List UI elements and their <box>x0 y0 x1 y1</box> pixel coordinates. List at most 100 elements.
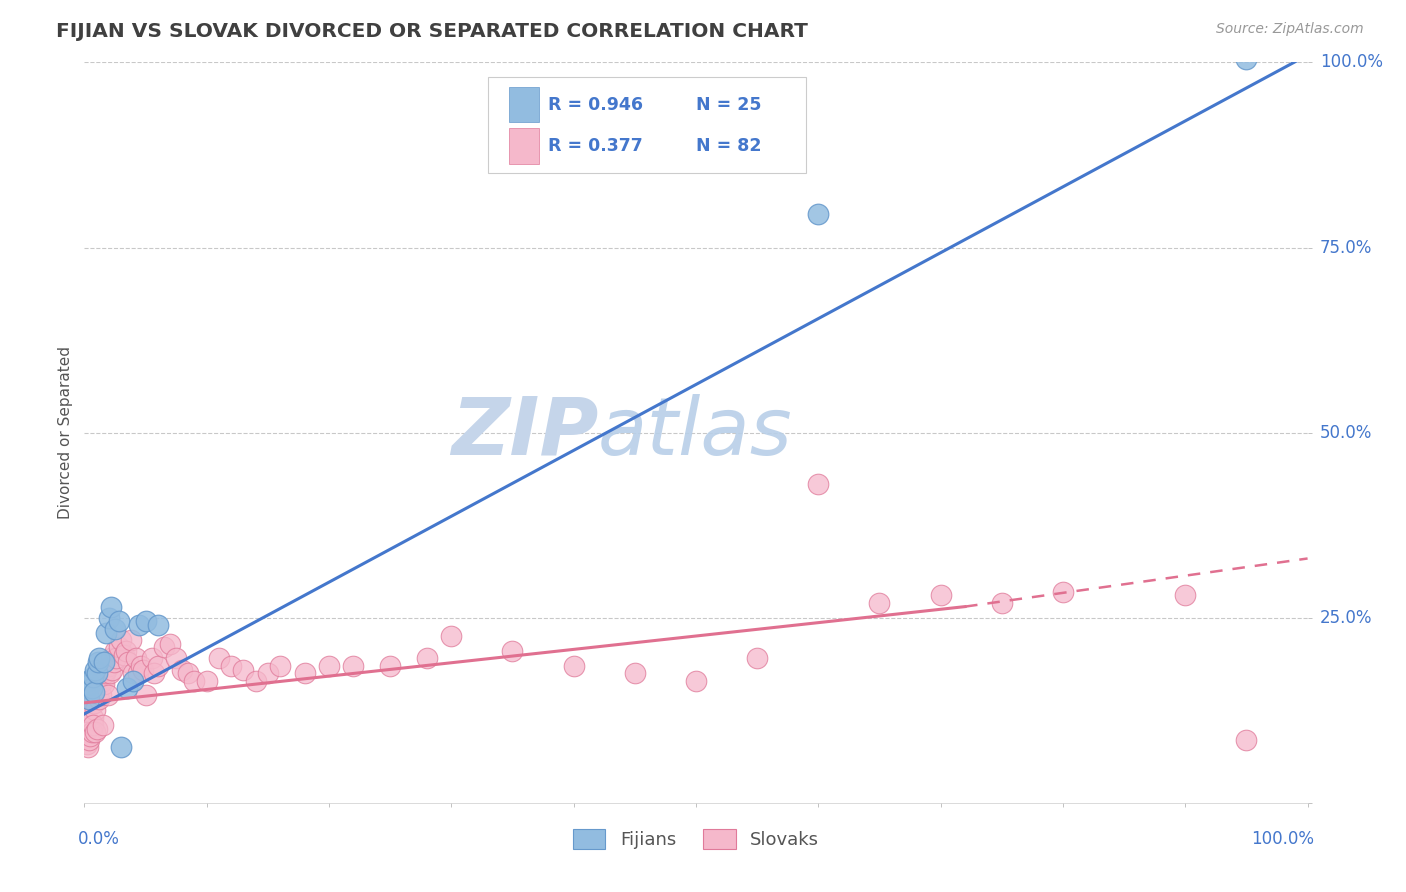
Point <box>84 703 107 717</box>
Point <box>104 644 127 658</box>
Point <box>127 666 149 681</box>
Text: ZIP: ZIP <box>451 393 598 472</box>
Point <box>146 658 169 673</box>
Point <box>84 725 107 739</box>
Point <box>77 696 100 710</box>
Point <box>177 666 200 681</box>
Text: FIJIAN VS SLOVAK DIVORCED OR SEPARATED CORRELATION CHART: FIJIAN VS SLOVAK DIVORCED OR SEPARATED C… <box>56 22 808 41</box>
Point <box>79 677 101 691</box>
Point <box>245 673 267 688</box>
Point <box>105 651 128 665</box>
Text: N = 82: N = 82 <box>696 137 762 155</box>
Point <box>93 655 115 669</box>
Point <box>146 618 169 632</box>
Point <box>86 666 108 681</box>
Text: 100.0%: 100.0% <box>1251 830 1313 847</box>
Point <box>562 658 585 673</box>
Point <box>87 692 110 706</box>
Text: 100.0%: 100.0% <box>1320 54 1384 71</box>
Point <box>101 663 124 677</box>
Point <box>120 632 142 647</box>
Point <box>807 207 830 221</box>
Point <box>1236 52 1258 66</box>
Point <box>135 615 157 629</box>
Bar <box>509 128 540 164</box>
Point <box>96 663 118 677</box>
Point <box>128 618 150 632</box>
Point <box>416 651 439 665</box>
Point <box>86 722 108 736</box>
Text: 75.0%: 75.0% <box>1320 238 1372 257</box>
Point <box>172 663 194 677</box>
Point <box>117 655 139 669</box>
Text: 25.0%: 25.0% <box>1320 608 1372 627</box>
Point <box>122 673 145 688</box>
Point <box>502 644 524 658</box>
Point <box>294 666 316 681</box>
Point <box>112 648 135 662</box>
Point <box>380 658 402 673</box>
Point <box>132 663 155 677</box>
Point <box>685 673 707 688</box>
Point <box>110 632 132 647</box>
Point <box>77 692 100 706</box>
Point <box>98 666 121 681</box>
Point <box>80 725 103 739</box>
Point <box>87 689 110 703</box>
Point <box>153 640 176 655</box>
Point <box>165 651 187 665</box>
Point <box>232 663 254 677</box>
Point <box>77 732 100 747</box>
FancyBboxPatch shape <box>488 78 806 173</box>
Point <box>1052 584 1074 599</box>
Point <box>76 681 98 695</box>
Point <box>103 655 125 669</box>
Point <box>129 658 152 673</box>
Point <box>76 737 98 751</box>
Point <box>77 673 100 688</box>
Point <box>97 610 120 624</box>
Point <box>342 658 364 673</box>
Point <box>100 651 122 665</box>
Point <box>91 718 114 732</box>
Point <box>141 651 163 665</box>
Point <box>82 718 104 732</box>
Text: atlas: atlas <box>598 393 793 472</box>
Point <box>115 681 138 695</box>
Point <box>440 629 463 643</box>
Point <box>94 666 117 681</box>
Point <box>125 651 148 665</box>
Point <box>991 596 1014 610</box>
Point <box>208 651 231 665</box>
Point <box>100 599 122 614</box>
Point <box>89 677 111 691</box>
Y-axis label: Divorced or Separated: Divorced or Separated <box>58 346 73 519</box>
Point <box>104 622 127 636</box>
Point <box>96 625 118 640</box>
Point <box>183 673 205 688</box>
Text: Source: ZipAtlas.com: Source: ZipAtlas.com <box>1216 22 1364 37</box>
Point <box>318 658 340 673</box>
Point <box>82 711 104 725</box>
Point <box>77 740 100 755</box>
Point <box>107 640 129 655</box>
Point <box>1236 732 1258 747</box>
Point <box>91 673 114 688</box>
Point <box>84 663 107 677</box>
Point <box>257 666 280 681</box>
Point <box>195 673 218 688</box>
Point <box>807 477 830 491</box>
Point <box>87 651 110 665</box>
Point <box>1174 589 1197 603</box>
Point <box>869 596 891 610</box>
Point <box>90 689 112 703</box>
Point <box>135 689 157 703</box>
Point <box>929 589 952 603</box>
Point <box>97 689 120 703</box>
Point <box>80 681 103 695</box>
Point <box>79 729 101 743</box>
Point <box>77 685 100 699</box>
Point <box>624 666 647 681</box>
Point <box>79 677 101 691</box>
Point <box>75 689 97 703</box>
